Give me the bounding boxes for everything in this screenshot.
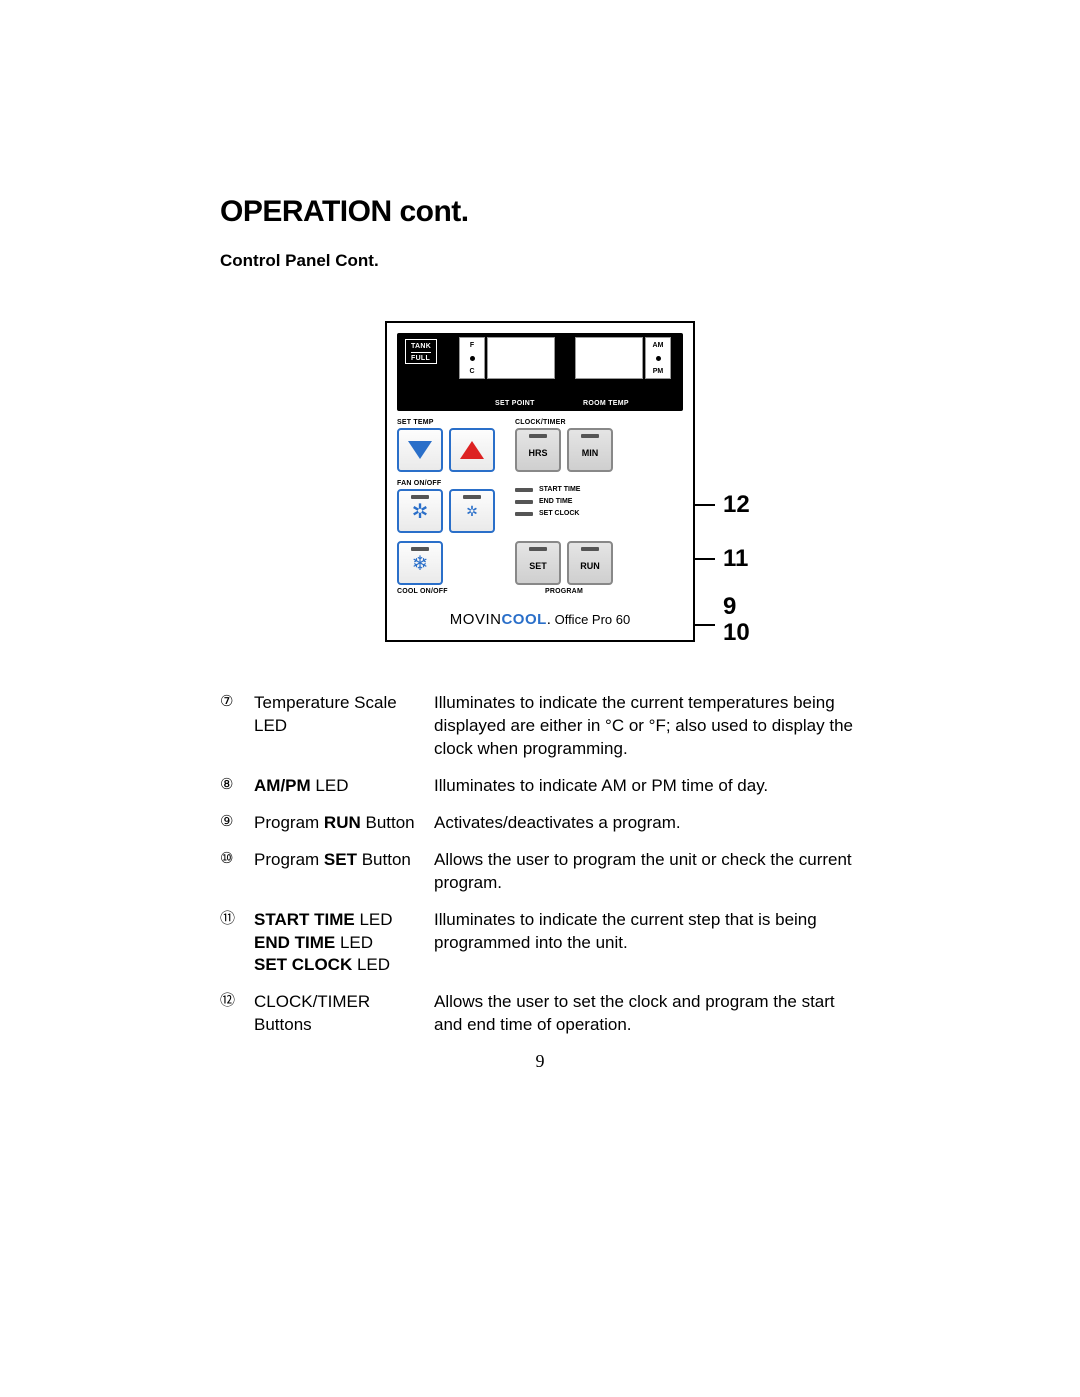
desc-row: ⑦Temperature Scale LEDIlluminates to ind…	[220, 692, 860, 761]
desc-row: ⑩Program SET ButtonAllows the user to pr…	[220, 849, 860, 895]
desc-number: ⑪	[220, 909, 254, 978]
lcd-display-strip: TANK FULL F C AM PM SET POINT ROOM TEM	[397, 333, 683, 411]
desc-number: ⑧	[220, 775, 254, 798]
desc-number: ⑦	[220, 692, 254, 761]
desc-name: Temperature Scale LED	[254, 692, 434, 761]
cool-button[interactable]: ❄	[397, 541, 443, 585]
cool-label: COOL ON/OFF	[397, 588, 509, 595]
desc-row: ⑪START TIME LEDEND TIME LEDSET CLOCK LED…	[220, 909, 860, 978]
brand-line: MOVINCOOL. Office Pro 60	[397, 611, 683, 628]
callout-10: 10	[723, 619, 750, 647]
desc-text: Activates/deactivates a program.	[434, 812, 860, 835]
temp-up-button[interactable]	[449, 428, 495, 472]
hrs-button[interactable]: HRS	[515, 428, 561, 472]
desc-name: AM/PM LED	[254, 775, 434, 798]
page-number: 9	[220, 1051, 860, 1072]
fan-high-button[interactable]: ✲	[397, 489, 443, 533]
callout-11: 11	[723, 545, 748, 573]
callout-12: 12	[723, 491, 750, 519]
room-temp-label: ROOM TEMP	[583, 400, 629, 407]
start-time-led: START TIME	[515, 486, 683, 493]
min-button[interactable]: MIN	[567, 428, 613, 472]
desc-name: CLOCK/TIMER Buttons	[254, 991, 434, 1037]
description-list: ⑦Temperature Scale LEDIlluminates to ind…	[220, 692, 860, 1037]
fan-icon: ✲	[412, 499, 429, 524]
fan-low-button[interactable]: ✲	[449, 489, 495, 533]
fan-icon: ✲	[466, 503, 478, 520]
room-temp-display	[575, 337, 643, 379]
set-clock-led: SET CLOCK	[515, 510, 683, 517]
desc-number: ⑫	[220, 991, 254, 1037]
set-point-display	[487, 337, 555, 379]
set-button[interactable]: SET	[515, 541, 561, 585]
tank-full-indicator: TANK FULL	[405, 339, 437, 364]
desc-number: ⑩	[220, 849, 254, 895]
temp-down-button[interactable]	[397, 428, 443, 472]
clock-timer-label: CLOCK/TIMER	[515, 419, 683, 426]
desc-row: ⑨Program RUN ButtonActivates/deactivates…	[220, 812, 860, 835]
set-point-label: SET POINT	[495, 400, 535, 407]
desc-text: Allows the user to program the unit or c…	[434, 849, 860, 895]
desc-text: Illuminates to indicate the current step…	[434, 909, 860, 978]
am-pm-led: AM PM	[645, 337, 671, 379]
desc-name: START TIME LEDEND TIME LEDSET CLOCK LED	[254, 909, 434, 978]
desc-name: Program SET Button	[254, 849, 434, 895]
control-panel: TANK FULL F C AM PM SET POINT ROOM TEM	[385, 321, 695, 642]
desc-number: ⑨	[220, 812, 254, 835]
set-temp-label: SET TEMP	[397, 419, 509, 426]
program-label: PROGRAM	[515, 588, 613, 595]
desc-row: ⑧AM/PM LEDIlluminates to indicate AM or …	[220, 775, 860, 798]
desc-row: ⑫CLOCK/TIMER ButtonsAllows the user to s…	[220, 991, 860, 1037]
desc-text: Illuminates to indicate the current temp…	[434, 692, 860, 761]
fan-label: FAN ON/OFF	[397, 480, 509, 487]
desc-name: Program RUN Button	[254, 812, 434, 835]
control-panel-diagram: 78 1211910 TANK FULL F C AM	[325, 321, 755, 642]
callout-9: 9	[723, 593, 736, 621]
desc-text: Allows the user to set the clock and pro…	[434, 991, 860, 1037]
page-subheading: Control Panel Cont.	[220, 251, 860, 271]
end-time-led: END TIME	[515, 498, 683, 505]
temp-scale-led: F C	[459, 337, 485, 379]
snowflake-icon: ❄	[412, 551, 429, 576]
desc-text: Illuminates to indicate AM or PM time of…	[434, 775, 860, 798]
run-button[interactable]: RUN	[567, 541, 613, 585]
page-heading: OPERATION cont.	[220, 195, 860, 229]
